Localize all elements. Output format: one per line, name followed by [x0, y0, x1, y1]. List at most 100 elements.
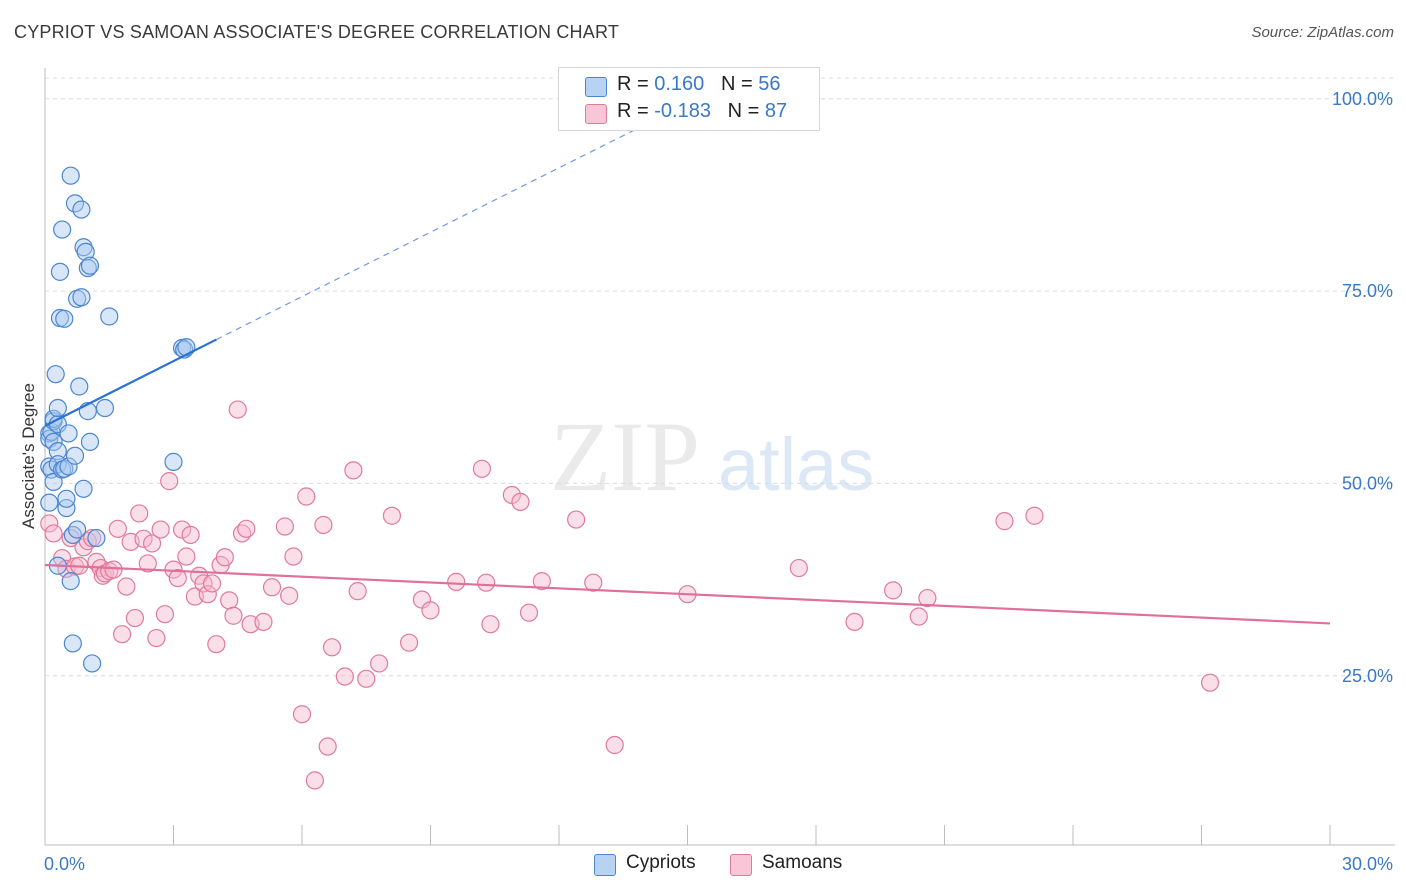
samoans-point: [198, 585, 217, 604]
x-tick-label: 0.0%: [44, 854, 85, 874]
tick-labels: 25.0% 50.0% 75.0% 100.0% 0.0% 30.0%: [44, 89, 1393, 874]
y-tick-label: 100.0%: [1332, 89, 1393, 109]
samoans-legend-swatch: [730, 854, 752, 876]
samoans-point: [297, 487, 316, 506]
cypriots-point: [50, 262, 70, 281]
samoans-points: [40, 400, 1220, 790]
samoans-trend-line: [44, 563, 1331, 625]
samoans-point: [322, 638, 342, 657]
cypriots-trend-extension: [216, 113, 667, 341]
samoans-point: [605, 735, 624, 755]
samoans-point: [421, 601, 440, 620]
x-tick-label: 30.0%: [1342, 854, 1393, 874]
cypriots-point: [57, 489, 76, 508]
trend-lines: [44, 113, 1331, 625]
cypriots-points: [40, 166, 196, 673]
cypriots-swatch: [585, 77, 607, 97]
samoans-point: [155, 605, 175, 624]
samoans-point: [789, 558, 808, 578]
cypriots-trend-line: [44, 338, 217, 427]
samoans-swatch: [585, 104, 607, 124]
samoans-point: [202, 574, 222, 593]
cypriots-legend-swatch: [594, 854, 616, 876]
samoans-point: [40, 514, 59, 533]
cypriots-point: [83, 654, 102, 673]
samoans-point: [382, 506, 402, 525]
samoans-point: [305, 771, 324, 790]
y-axis-label: Associate's Degree: [19, 383, 38, 529]
samoans-point: [584, 573, 603, 592]
samoans-point: [215, 548, 234, 567]
samoans-point: [172, 520, 192, 539]
samoans-point: [567, 510, 586, 529]
samoans-point: [357, 669, 376, 688]
legend-label-cypriots: Cypriots: [626, 852, 696, 873]
samoans-point: [138, 554, 157, 573]
cypriots-point: [72, 200, 91, 219]
cypriots-point: [74, 479, 93, 498]
y-tick-label: 25.0%: [1342, 666, 1393, 686]
samoans-point: [142, 534, 162, 553]
samoans-point: [399, 633, 419, 652]
samoans-point: [134, 529, 153, 548]
n-label: N =: [720, 73, 759, 95]
samoans-point: [254, 612, 273, 632]
r-label: R =: [617, 100, 655, 122]
samoans-point: [280, 586, 299, 605]
samoans-point: [348, 582, 367, 601]
samoans-point: [181, 525, 200, 545]
samoans-point: [918, 588, 937, 608]
cypriots-point: [74, 238, 93, 257]
cypriots-point: [95, 398, 115, 418]
cypriots-point: [48, 398, 67, 418]
samoans-point: [220, 591, 239, 610]
samoans-point: [168, 568, 187, 588]
legend-row-samoans-text: R = -0.183 N = 87: [617, 100, 787, 123]
n-value: 87: [764, 100, 788, 122]
samoans-point: [147, 628, 166, 648]
samoans-point: [344, 461, 363, 480]
source-note: Source: ZipAtlas.com: [1251, 24, 1394, 41]
cypriots-point: [44, 472, 63, 491]
samoans-point: [511, 492, 530, 511]
samoans-point: [130, 504, 149, 523]
samoans-point: [292, 705, 312, 724]
samoans-point: [370, 654, 389, 673]
samoans-point: [160, 472, 179, 491]
r-value: -0.183: [654, 100, 711, 122]
samoans-point: [237, 519, 256, 538]
legend-label-samoans: Samoans: [762, 852, 843, 873]
samoans-point: [318, 737, 337, 756]
samoans-point: [224, 606, 243, 625]
y-tick-label: 75.0%: [1342, 281, 1393, 301]
samoans-point: [108, 519, 127, 538]
gridlines: [45, 77, 1395, 677]
cypriots-point: [70, 377, 89, 396]
cypriots-point: [87, 528, 106, 548]
samoans-point: [481, 615, 500, 634]
samoans-point: [314, 515, 333, 535]
cypriots-point: [65, 446, 85, 465]
samoans-point: [1200, 673, 1220, 692]
samoans-point: [112, 625, 132, 644]
samoans-point: [125, 608, 145, 628]
cypriots-point: [44, 432, 63, 451]
samoans-point: [1025, 506, 1044, 525]
cypriots-point: [80, 432, 100, 451]
samoans-point: [995, 512, 1014, 531]
samoans-point: [117, 577, 136, 596]
samoans-point: [477, 573, 496, 592]
cypriots-point: [61, 572, 80, 591]
cypriots-point: [53, 220, 72, 239]
cypriots-point: [63, 634, 82, 653]
cypriots-point: [57, 498, 76, 518]
legend-row-cypriots-text: R = 0.160 N = 56: [617, 73, 780, 96]
cypriots-point: [59, 457, 78, 476]
samoans-point: [275, 517, 294, 536]
cypriots-point: [59, 424, 78, 443]
cypriots-point: [48, 442, 67, 461]
chart-title: CYPRIOT VS SAMOAN ASSOCIATE'S DEGREE COR…: [14, 22, 620, 42]
n-label: N =: [727, 100, 765, 122]
samoans-point: [44, 524, 63, 543]
